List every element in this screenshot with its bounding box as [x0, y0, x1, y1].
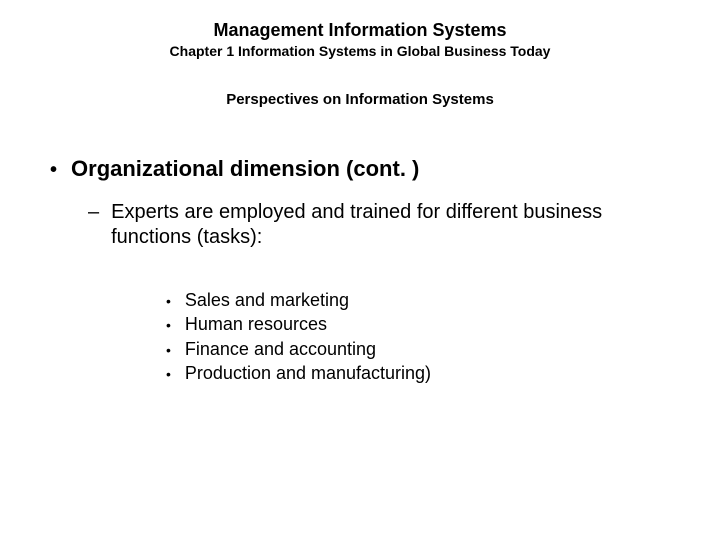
bullet-marker: •: [50, 159, 57, 182]
title-sub: Chapter 1 Information Systems in Global …: [0, 43, 720, 59]
bullet-marker: •: [166, 316, 171, 335]
subheading-bullet: – Experts are employed and trained for d…: [88, 200, 680, 250]
section-title: Perspectives on Information Systems: [0, 91, 720, 108]
list-item-text: Sales and marketing: [185, 288, 349, 312]
list-item-text: Human resources: [185, 312, 327, 336]
slide-content: • Organizational dimension (cont. ) – Ex…: [0, 156, 720, 385]
sublist: • Sales and marketing • Human resources …: [166, 288, 680, 385]
subheading-text: Experts are employed and trained for dif…: [111, 200, 631, 250]
title-main: Management Information Systems: [0, 20, 720, 41]
list-item: • Human resources: [166, 312, 680, 336]
heading-bullet: • Organizational dimension (cont. ): [50, 156, 680, 182]
list-item: • Production and manufacturing): [166, 361, 680, 385]
bullet-marker: •: [166, 341, 171, 360]
list-item-text: Finance and accounting: [185, 337, 376, 361]
slide-header: Management Information Systems Chapter 1…: [0, 0, 720, 59]
list-item: • Finance and accounting: [166, 337, 680, 361]
list-item-text: Production and manufacturing): [185, 361, 431, 385]
list-item: • Sales and marketing: [166, 288, 680, 312]
dash-marker: –: [88, 200, 99, 225]
bullet-marker: •: [166, 292, 171, 311]
bullet-marker: •: [166, 365, 171, 384]
heading-text: Organizational dimension (cont. ): [71, 156, 419, 182]
